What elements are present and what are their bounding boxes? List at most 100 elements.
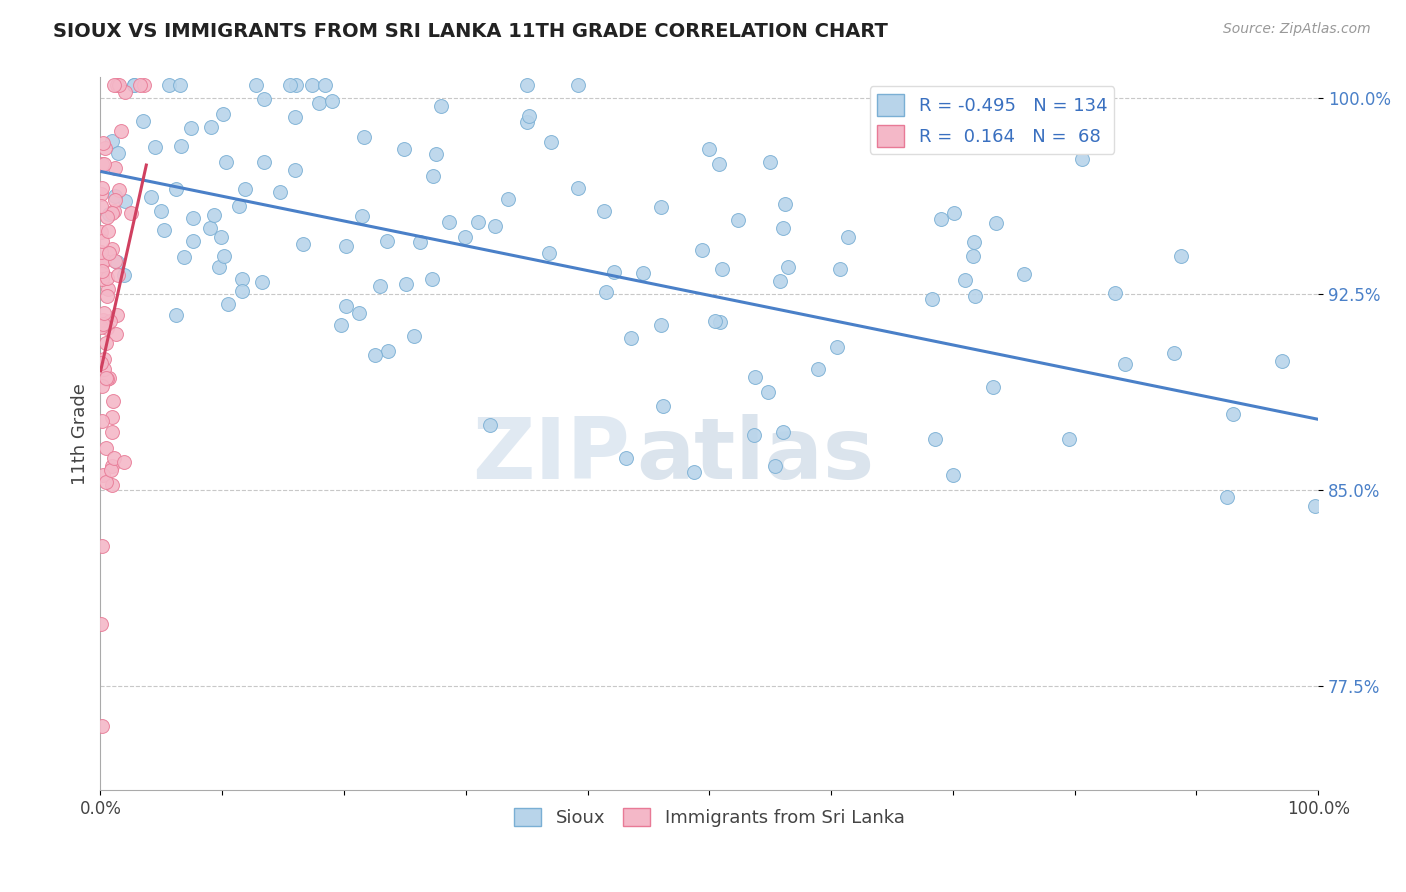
- Point: [157, 78, 180, 93]
- Point: [231, 284, 253, 298]
- Point: [143, 140, 166, 154]
- Point: [683, 465, 706, 479]
- Point: [200, 221, 222, 235]
- Point: [516, 115, 538, 129]
- Point: [758, 155, 780, 169]
- Point: [96, 372, 118, 386]
- Point: [768, 274, 790, 288]
- Point: [90, 234, 112, 248]
- Point: [202, 208, 225, 222]
- Point: [120, 205, 142, 219]
- Point: [108, 183, 131, 197]
- Point: [1163, 346, 1185, 360]
- Point: [94, 141, 117, 155]
- Point: [496, 192, 519, 206]
- Point: [1114, 357, 1136, 371]
- Point: [128, 78, 150, 93]
- Point: [420, 272, 443, 286]
- Point: [104, 254, 127, 268]
- Point: [1216, 490, 1239, 504]
- Point: [540, 136, 562, 150]
- Point: [394, 142, 416, 156]
- Point: [942, 467, 965, 482]
- Point: [1104, 286, 1126, 301]
- Point: [830, 262, 852, 277]
- Point: [250, 276, 273, 290]
- Point: [165, 181, 187, 195]
- Point: [91, 255, 114, 269]
- Point: [90, 181, 112, 195]
- Point: [212, 249, 235, 263]
- Point: [837, 230, 859, 244]
- Point: [209, 230, 232, 244]
- Point: [921, 292, 943, 306]
- Point: [107, 268, 129, 282]
- Point: [150, 204, 173, 219]
- Point: [90, 244, 112, 259]
- Point: [292, 237, 315, 252]
- Point: [962, 249, 984, 263]
- Point: [430, 98, 453, 112]
- Point: [1170, 249, 1192, 263]
- Point: [335, 300, 357, 314]
- Point: [231, 272, 253, 286]
- Point: [112, 455, 135, 469]
- Point: [91, 378, 114, 392]
- Point: [253, 92, 276, 106]
- Point: [697, 142, 720, 156]
- Point: [744, 370, 766, 384]
- Point: [981, 380, 1004, 394]
- Point: [94, 371, 117, 385]
- Point: [100, 205, 122, 219]
- Point: [776, 260, 799, 275]
- Point: [180, 121, 202, 136]
- Point: [709, 315, 731, 329]
- Point: [772, 221, 794, 235]
- Point: [96, 289, 118, 303]
- Point: [377, 235, 399, 249]
- Point: [516, 78, 538, 93]
- Point: [772, 425, 794, 439]
- Point: [91, 271, 114, 285]
- Point: [103, 194, 125, 208]
- Point: [377, 343, 399, 358]
- Point: [962, 235, 984, 250]
- Point: [104, 327, 127, 342]
- Point: [402, 329, 425, 343]
- Point: [425, 146, 447, 161]
- Point: [215, 154, 238, 169]
- Point: [101, 134, 124, 148]
- Point: [1271, 353, 1294, 368]
- Point: [97, 224, 120, 238]
- Point: [368, 279, 391, 293]
- Point: [90, 199, 112, 213]
- Point: [124, 78, 146, 93]
- Point: [169, 78, 191, 93]
- Point: [953, 273, 976, 287]
- Point: [173, 250, 195, 264]
- Point: [97, 282, 120, 296]
- Point: [484, 219, 506, 234]
- Point: [478, 417, 501, 432]
- Point: [703, 314, 725, 328]
- Y-axis label: 11th Grade: 11th Grade: [72, 383, 89, 484]
- Point: [183, 234, 205, 248]
- Point: [245, 78, 267, 93]
- Point: [94, 335, 117, 350]
- Point: [208, 260, 231, 274]
- Point: [253, 154, 276, 169]
- Legend: Sioux, Immigrants from Sri Lanka: Sioux, Immigrants from Sri Lanka: [506, 800, 911, 834]
- Point: [114, 85, 136, 99]
- Point: [91, 539, 114, 553]
- Point: [91, 264, 114, 278]
- Point: [929, 211, 952, 226]
- Point: [101, 242, 124, 256]
- Point: [650, 318, 672, 332]
- Point: [321, 94, 343, 108]
- Point: [134, 78, 156, 93]
- Point: [112, 268, 135, 283]
- Point: [101, 478, 124, 492]
- Point: [96, 210, 118, 224]
- Point: [228, 198, 250, 212]
- Point: [603, 265, 626, 279]
